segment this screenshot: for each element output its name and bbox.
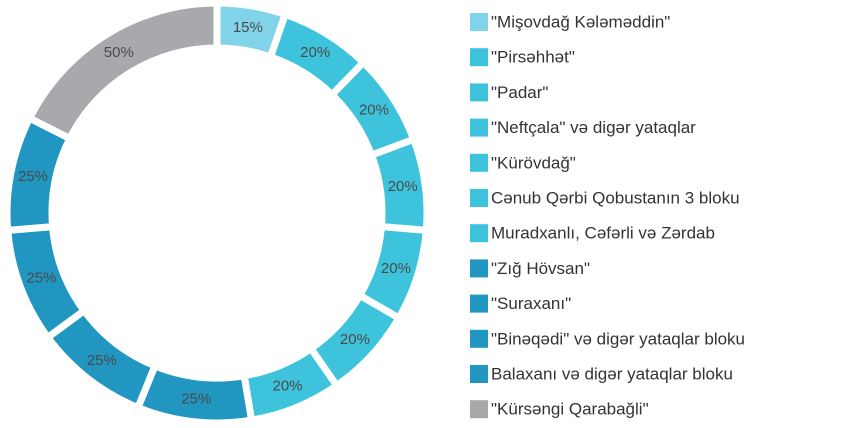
value-label: 50% [104, 44, 134, 61]
legend-swatch [470, 224, 488, 243]
legend-swatch [470, 118, 488, 137]
legend-swatch [470, 329, 488, 348]
value-label: 20% [381, 260, 411, 277]
value-label: 25% [181, 390, 211, 407]
value-label: 15% [233, 19, 263, 36]
pie-segment [24, 0, 221, 144]
legend-label: Cənub Qərbi Qobustanın 3 bloku [491, 188, 740, 207]
legend-swatch [470, 48, 488, 67]
legend-swatch [470, 189, 488, 207]
value-label: 20% [340, 331, 370, 348]
legend-label: Muradxanlı, Cəfərli və Zərdab [491, 224, 715, 243]
legend-swatch [470, 365, 488, 383]
value-label: 25% [26, 270, 56, 287]
legend-swatch [470, 400, 488, 419]
value-label: 25% [87, 352, 117, 369]
legend-swatch [470, 83, 488, 102]
legend-label: "Mişovdağ Kələməddin" [491, 12, 670, 31]
legend-label: Balaxanı və digər yataqlar bloku [491, 364, 733, 383]
legend-label: "Neftçala" və digər yataqlar [491, 118, 696, 137]
legend-swatch [470, 294, 488, 313]
value-label: 20% [300, 44, 330, 61]
legend-swatch [470, 153, 488, 172]
legend-label: "Kürsəngi Qarabağli" [491, 400, 649, 419]
value-label: 20% [273, 378, 303, 395]
legend-label: "Padar" [491, 83, 548, 102]
legend-swatch [470, 259, 488, 278]
legend-label: "Suraxanı" [491, 294, 571, 313]
value-label: 20% [388, 178, 418, 195]
legend-label: "Binəqədi" və digər yataqlar bloku [491, 329, 745, 348]
value-label: 25% [18, 168, 48, 185]
legend-label: "Pirsəhhət" [491, 48, 575, 67]
value-label: 20% [359, 101, 389, 118]
legend-label: "Zığ Hövsan" [491, 259, 590, 278]
legend-swatch [470, 13, 488, 31]
legend-label: "Kürövdağ" [491, 153, 576, 172]
